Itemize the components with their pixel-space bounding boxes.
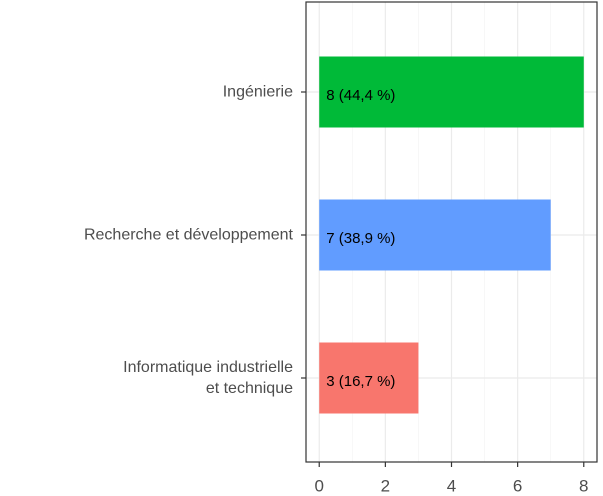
value-label: 3 (16,7 %) <box>326 373 395 390</box>
x-tick-label: 0 <box>314 476 323 495</box>
bar <box>319 56 584 128</box>
x-tick-label: 4 <box>447 476 456 495</box>
x-tick-label: 6 <box>513 476 522 495</box>
value-label: 8 (44,4 %) <box>326 87 395 104</box>
y-tick-label: Informatique industrielle et technique <box>123 359 293 397</box>
panel-border <box>305 1 598 463</box>
bar <box>319 342 419 414</box>
y-tick-label: Recherche et développement <box>83 226 293 244</box>
x-tick-label: 8 <box>579 476 588 495</box>
value-label: 7 (38,9 %) <box>326 230 395 247</box>
y-tick-label: Ingénierie <box>222 83 293 101</box>
bar <box>319 199 551 271</box>
x-tick-label: 2 <box>381 476 390 495</box>
